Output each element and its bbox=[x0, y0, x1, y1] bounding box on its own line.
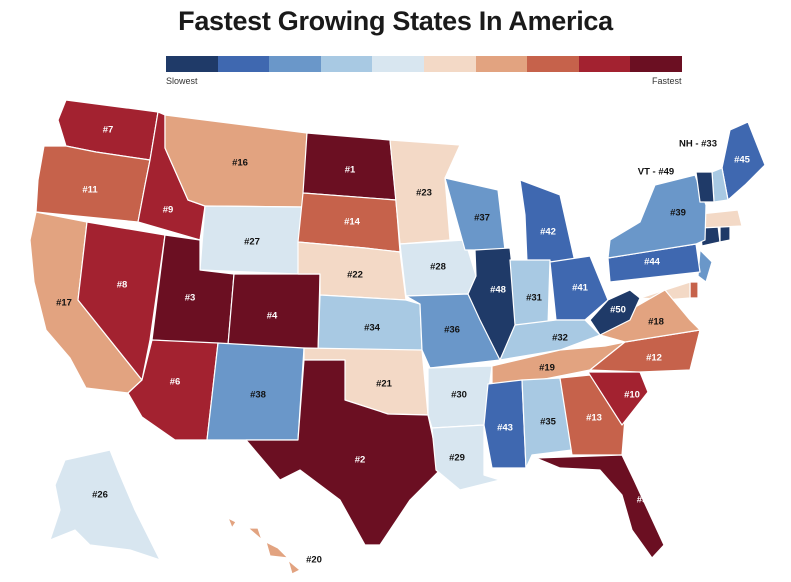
legend-swatch-2 bbox=[217, 56, 270, 72]
state-rank-tx: #2 bbox=[355, 455, 366, 466]
legend-swatch-4 bbox=[320, 56, 373, 72]
state-rank-wy: #27 bbox=[244, 237, 260, 248]
state-rank-ak: #26 bbox=[92, 490, 108, 501]
state-rank-pa: #44 bbox=[644, 257, 661, 268]
legend-high-label: Fastest bbox=[652, 76, 682, 86]
state-ga bbox=[559, 374, 626, 456]
state-rank-wi: #37 bbox=[474, 213, 490, 224]
state-rank-tn: #19 bbox=[539, 363, 555, 374]
state-rank-mt: #16 bbox=[232, 158, 248, 169]
state-ak bbox=[49, 449, 161, 561]
state-ms bbox=[483, 379, 527, 469]
state-rank-sd: #14 bbox=[344, 217, 361, 228]
state-rank-sc: #10 bbox=[624, 390, 640, 401]
legend-swatch-6 bbox=[423, 56, 476, 72]
state-rank-ky: #32 bbox=[552, 333, 568, 344]
legend-swatch-8 bbox=[527, 56, 579, 72]
page-title: Fastest Growing States In America bbox=[178, 6, 613, 36]
state-rank-mi: #42 bbox=[540, 227, 556, 238]
state-rank-co: #4 bbox=[267, 311, 278, 322]
state-rank-wv: #50 bbox=[610, 305, 626, 316]
state-nc bbox=[589, 329, 701, 373]
state-rank-id: #9 bbox=[163, 205, 174, 216]
state-rank-ar: #30 bbox=[451, 390, 467, 401]
state-rank-ms: #43 bbox=[497, 423, 513, 434]
legend-swatch-5 bbox=[372, 56, 424, 72]
state-rank-il: #48 bbox=[490, 285, 506, 296]
legend-swatch-3 bbox=[269, 56, 321, 72]
state-nv bbox=[77, 221, 166, 381]
state-rank-ok: #21 bbox=[376, 379, 393, 390]
state-nj bbox=[697, 249, 713, 283]
state-rank-nv: #8 bbox=[117, 280, 128, 291]
callout-vt: VT - #49 bbox=[638, 167, 674, 178]
state-wv bbox=[589, 289, 641, 336]
state-vt bbox=[695, 171, 715, 203]
state-al bbox=[521, 377, 573, 469]
state-rank-la: #29 bbox=[449, 453, 465, 464]
legend-swatch-10 bbox=[630, 56, 682, 72]
state-rank-nc: #12 bbox=[646, 353, 662, 364]
state-rank-ga: #13 bbox=[586, 413, 602, 424]
state-rank-va: #18 bbox=[648, 317, 664, 328]
state-rank-or: #11 bbox=[82, 185, 98, 196]
state-rank-ca: #17 bbox=[56, 298, 72, 309]
state-rank-oh: #41 bbox=[572, 283, 589, 294]
state-oh bbox=[549, 255, 609, 321]
state-tx bbox=[245, 359, 441, 546]
state-rank-ne: #22 bbox=[347, 270, 363, 281]
legend-swatch-1 bbox=[166, 56, 218, 72]
state-sc bbox=[587, 371, 649, 426]
state-mn bbox=[389, 139, 461, 245]
state-rank-wa: #7 bbox=[103, 125, 114, 136]
state-rank-mn: #23 bbox=[416, 188, 432, 199]
state-ny bbox=[607, 174, 707, 259]
states-layer bbox=[29, 99, 766, 575]
state-de bbox=[689, 281, 699, 299]
state-ri bbox=[719, 225, 731, 243]
legend-swatch-9 bbox=[578, 56, 631, 72]
state-mi bbox=[519, 179, 576, 263]
state-rank-in: #31 bbox=[526, 293, 543, 304]
callout-nh: NH - #33 bbox=[679, 139, 717, 150]
state-rank-ia: #28 bbox=[430, 262, 446, 273]
state-rank-mo: #36 bbox=[444, 325, 460, 336]
color-legend bbox=[166, 56, 682, 72]
legend-low-label: Slowest bbox=[166, 76, 198, 86]
legend-swatch-7 bbox=[475, 56, 528, 72]
state-rank-fl: #5 bbox=[637, 495, 648, 506]
state-rank-nd: #1 bbox=[345, 165, 356, 176]
state-fl bbox=[535, 454, 665, 559]
labels-layer: #7 #11 #17 #9 #8 #16 #27 #3 #6 #4 #38 #1 #14 #22 #34 #2… bbox=[56, 125, 751, 566]
state-rank-nm: #38 bbox=[250, 390, 266, 401]
state-rank-ks: #34 bbox=[364, 323, 381, 334]
state-rank-ny: #39 bbox=[670, 208, 686, 219]
state-rank-ut: #3 bbox=[185, 293, 196, 304]
state-rank-al: #35 bbox=[540, 417, 557, 428]
state-rank-me: #45 bbox=[734, 155, 751, 166]
state-rank-hi: #20 bbox=[306, 555, 322, 566]
state-hi bbox=[227, 517, 301, 575]
state-rank-az: #6 bbox=[170, 377, 181, 388]
